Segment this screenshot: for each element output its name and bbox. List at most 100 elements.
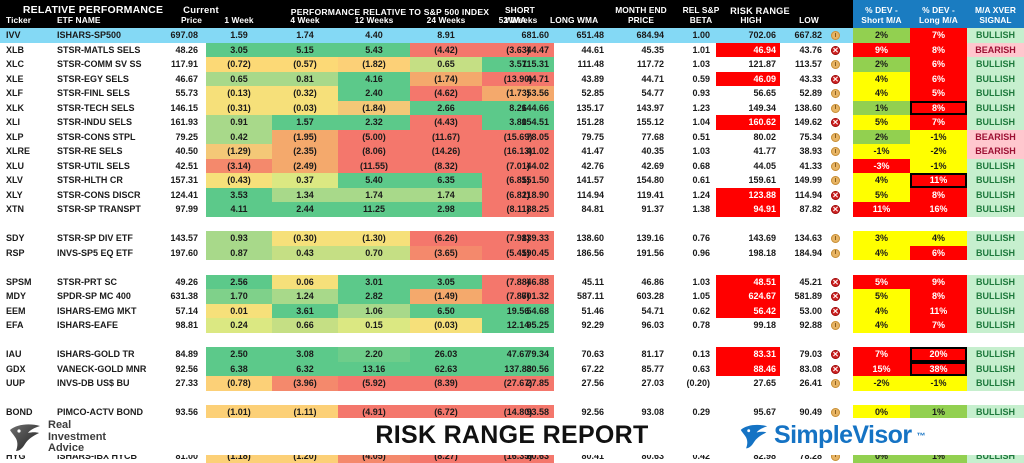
- cell-perf-12w: (5.00): [338, 130, 410, 145]
- cell-ma-xver-signal: BULLISH: [967, 231, 1024, 246]
- cell-risk-high: 46.09: [716, 72, 780, 87]
- cell-dev-short-ma: -1%: [853, 144, 910, 159]
- cell-dev-long-ma: 11%: [910, 173, 967, 188]
- table-spacer-row: [0, 333, 1024, 348]
- cell-rel-sp-beta: 0.62: [672, 304, 714, 319]
- cell-rel-sp-beta: 1.04: [672, 115, 714, 130]
- cell-risk-low: 138.60: [782, 101, 826, 116]
- cell-ticker: XLP: [6, 130, 56, 145]
- cell-long-wma: 27.56: [556, 376, 608, 391]
- cell-rel-sp-beta: 1.24: [672, 188, 714, 203]
- cell-short-wma: 44.71: [505, 72, 553, 87]
- cell-ticker: RSP: [6, 246, 56, 261]
- cell-dev-short-ma: 4%: [853, 318, 910, 333]
- cell-risk-high: 94.91: [716, 202, 780, 217]
- warning-circle-icon: [831, 133, 840, 142]
- col-header-month-end-line2: PRICE: [608, 16, 674, 26]
- col-header-dev-short-line2: Short M/A: [853, 16, 910, 26]
- cell-perf-4w: 0.06: [272, 275, 338, 290]
- cell-dev-short-ma: 2%: [853, 130, 910, 145]
- cell-etf-name: STSR-COMM SV SS: [57, 57, 153, 72]
- cell-short-wma: 139.33: [505, 231, 553, 246]
- cell-risk-high: 160.62: [716, 115, 780, 130]
- cell-ma-xver-signal: BULLISH: [967, 28, 1024, 43]
- cell-dev-long-ma: 8%: [910, 289, 967, 304]
- cell-dev-short-ma: 11%: [853, 202, 910, 217]
- cell-perf-24w: (0.03): [410, 318, 482, 333]
- cell-long-wma: 67.22: [556, 362, 608, 377]
- cell-perf-24w: (1.74): [410, 72, 482, 87]
- cell-risk-low: 581.89: [782, 289, 826, 304]
- cell-etf-name: STSR-MATLS SELS: [57, 43, 153, 58]
- table-spacer-row: [0, 217, 1024, 232]
- warning-circle-icon: [831, 249, 840, 258]
- cell-ma-xver-signal: BULLISH: [967, 347, 1024, 362]
- cell-month-end-price: 44.71: [612, 72, 668, 87]
- warning-circle-icon: [831, 89, 840, 98]
- cell-month-end-price: 27.03: [612, 376, 668, 391]
- cell-risk-high: 143.69: [716, 231, 780, 246]
- cell-short-wma: 115.31: [505, 57, 553, 72]
- cell-etf-name: STSR-UTIL SELS: [57, 159, 153, 174]
- cell-dev-long-ma: 16%: [910, 202, 967, 217]
- cell-risk-low: 41.33: [782, 159, 826, 174]
- alert-circle-icon: [831, 350, 840, 359]
- cell-perf-12w: 2.32: [338, 115, 410, 130]
- cell-month-end-price: 45.35: [612, 43, 668, 58]
- cell-perf-24w: (4.62): [410, 86, 482, 101]
- cell-ma-xver-signal: BULLISH: [967, 188, 1024, 203]
- warning-circle-icon: [831, 31, 840, 40]
- cell-perf-4w: (0.32): [272, 86, 338, 101]
- cell-perf-24w: 0.65: [410, 57, 482, 72]
- col-header-price: Price: [152, 16, 202, 26]
- cell-perf-4w: (0.30): [272, 231, 338, 246]
- cell-ticker: XLRE: [6, 144, 56, 159]
- cell-month-end-price: 54.77: [612, 86, 668, 101]
- cell-risk-high: 80.02: [716, 130, 780, 145]
- cell-etf-name: STSR-TECH SELS: [57, 101, 153, 116]
- cell-risk-low: 43.76: [782, 43, 826, 58]
- cell-perf-1w: 6.38: [206, 362, 272, 377]
- cell-price: 97.99: [152, 202, 202, 217]
- cell-rel-sp-beta: 0.78: [672, 318, 714, 333]
- cell-risk-high: 123.88: [716, 188, 780, 203]
- cell-short-wma: 151.50: [505, 173, 553, 188]
- cell-risk-high: 149.34: [716, 101, 780, 116]
- cell-perf-24w: (1.49): [410, 289, 482, 304]
- cell-perf-1w: (0.31): [206, 101, 272, 116]
- alert-circle-icon: [831, 307, 840, 316]
- warning-circle-icon: [831, 408, 840, 417]
- cell-perf-1w: (0.43): [206, 173, 272, 188]
- simplevisor-eagle-icon: [739, 422, 769, 450]
- cell-short-wma: 80.56: [505, 362, 553, 377]
- cell-perf-1w: (0.78): [206, 376, 272, 391]
- cell-perf-24w: (4.42): [410, 43, 482, 58]
- cell-long-wma: 42.76: [556, 159, 608, 174]
- cell-perf-24w: 62.63: [410, 362, 482, 377]
- cell-price: 631.38: [152, 289, 202, 304]
- cell-dev-short-ma: 5%: [853, 289, 910, 304]
- cell-ma-xver-signal: BULLISH: [967, 304, 1024, 319]
- cell-dev-long-ma: -2%: [910, 144, 967, 159]
- cell-perf-12w: 5.43: [338, 43, 410, 58]
- cell-dev-long-ma: 38%: [910, 362, 967, 377]
- cell-perf-24w: 3.05: [410, 275, 482, 290]
- cell-long-wma: 111.48: [556, 57, 608, 72]
- cell-perf-1w: 0.91: [206, 115, 272, 130]
- cell-risk-low: 184.94: [782, 246, 826, 261]
- cell-perf-1w: (0.72): [206, 57, 272, 72]
- cell-short-wma: 46.88: [505, 275, 553, 290]
- warning-circle-icon: [831, 60, 840, 69]
- cell-risk-high: 27.65: [716, 376, 780, 391]
- cell-long-wma: 79.75: [556, 130, 608, 145]
- cell-ma-xver-signal: BULLISH: [967, 275, 1024, 290]
- cell-ticker: XLV: [6, 173, 56, 188]
- cell-perf-12w: (1.30): [338, 231, 410, 246]
- cell-perf-1w: 3.05: [206, 43, 272, 58]
- cell-perf-12w: 13.16: [338, 362, 410, 377]
- cell-ma-xver-signal: BULLISH: [967, 246, 1024, 261]
- cell-dev-long-ma: 8%: [910, 43, 967, 58]
